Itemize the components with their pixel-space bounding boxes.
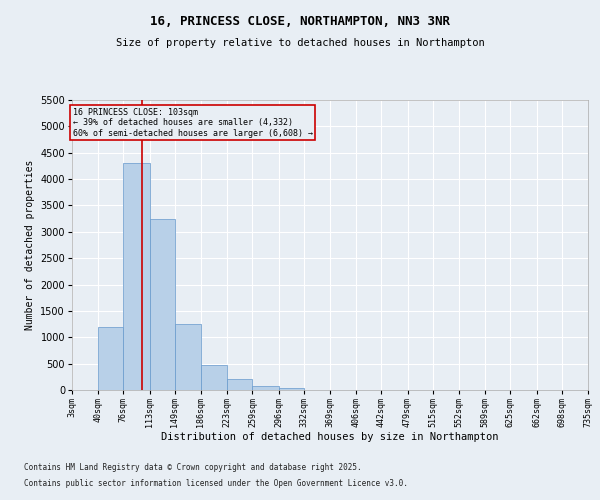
Text: Contains HM Land Registry data © Crown copyright and database right 2025.: Contains HM Land Registry data © Crown c… [24, 464, 362, 472]
Bar [175, 324, 201, 390]
Text: 16 PRINCESS CLOSE: 103sqm
← 39% of detached houses are smaller (4,332)
60% of se: 16 PRINCESS CLOSE: 103sqm ← 39% of detac… [73, 108, 313, 138]
Text: 16, PRINCESS CLOSE, NORTHAMPTON, NN3 3NR: 16, PRINCESS CLOSE, NORTHAMPTON, NN3 3NR [150, 15, 450, 28]
Bar [201, 364, 227, 390]
Bar [278, 388, 304, 390]
Bar [149, 218, 175, 390]
Text: Contains public sector information licensed under the Open Government Licence v3: Contains public sector information licen… [24, 478, 408, 488]
Y-axis label: Number of detached properties: Number of detached properties [25, 160, 35, 330]
Bar [98, 326, 124, 390]
Text: Size of property relative to detached houses in Northampton: Size of property relative to detached ho… [116, 38, 484, 48]
Bar [124, 164, 149, 390]
X-axis label: Distribution of detached houses by size in Northampton: Distribution of detached houses by size … [161, 432, 499, 442]
Bar [253, 386, 278, 390]
Bar [227, 380, 253, 390]
